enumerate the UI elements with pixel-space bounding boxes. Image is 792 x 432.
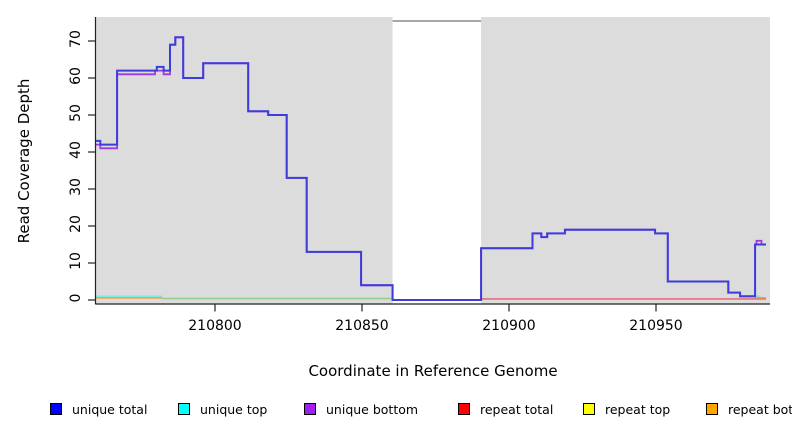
legend-label: repeat top: [605, 401, 671, 417]
y-tick-label: 10: [68, 252, 84, 270]
y-tick-label: 60: [68, 67, 84, 85]
y-tick-label: 20: [68, 215, 84, 233]
legend: unique total unique top unique bottom repea…: [0, 399, 792, 423]
legend-swatch-icon: [178, 403, 190, 415]
x-tick-label: 210800: [188, 318, 242, 334]
legend-label: unique top: [200, 401, 268, 417]
data-series-layer: [96, 36, 766, 301]
legend-label: unique total: [72, 401, 148, 417]
x-tick-label: 210900: [482, 318, 536, 334]
legend-swatch-icon: [458, 403, 470, 415]
y-tick-label: 30: [68, 178, 84, 196]
legend-item-unique-top: unique top: [178, 399, 267, 419]
legend-item-unique-total: unique total: [50, 399, 147, 419]
gap-group: [392, 14, 482, 304]
legend-swatch-icon: [50, 403, 62, 415]
y-tick-label: 70: [68, 30, 84, 48]
legend-swatch-icon: [583, 403, 595, 415]
legend-swatch-icon: [706, 403, 718, 415]
x-axis-title: Coordinate in Reference Genome: [308, 362, 558, 380]
y-tick-label: 50: [68, 104, 84, 122]
legend-label: unique bottom: [326, 401, 419, 417]
x-tick-label: 210950: [629, 318, 683, 334]
legend-item-repeat-top: repeat top: [583, 399, 670, 419]
legend-label: repeat bottom: [728, 401, 792, 417]
x-tick-label: 210850: [335, 318, 389, 334]
legend-label: repeat total: [480, 401, 554, 417]
legend-swatch-icon: [304, 403, 316, 415]
unique-total-line: [96, 36, 766, 301]
masked-gap-region: [392, 14, 482, 304]
legend-item-repeat-bottom: repeat bottom: [706, 399, 792, 419]
y-tick-label: 40: [68, 141, 84, 159]
y-tick-label: 0: [68, 293, 84, 303]
legend-item-unique-bottom: unique bottom: [304, 399, 418, 419]
legend-item-repeat-total: repeat total: [458, 399, 553, 419]
y-axis-title: Read Coverage Depth: [15, 78, 33, 244]
axis-layer: [88, 17, 770, 312]
gap-white-rect: [392, 14, 482, 304]
